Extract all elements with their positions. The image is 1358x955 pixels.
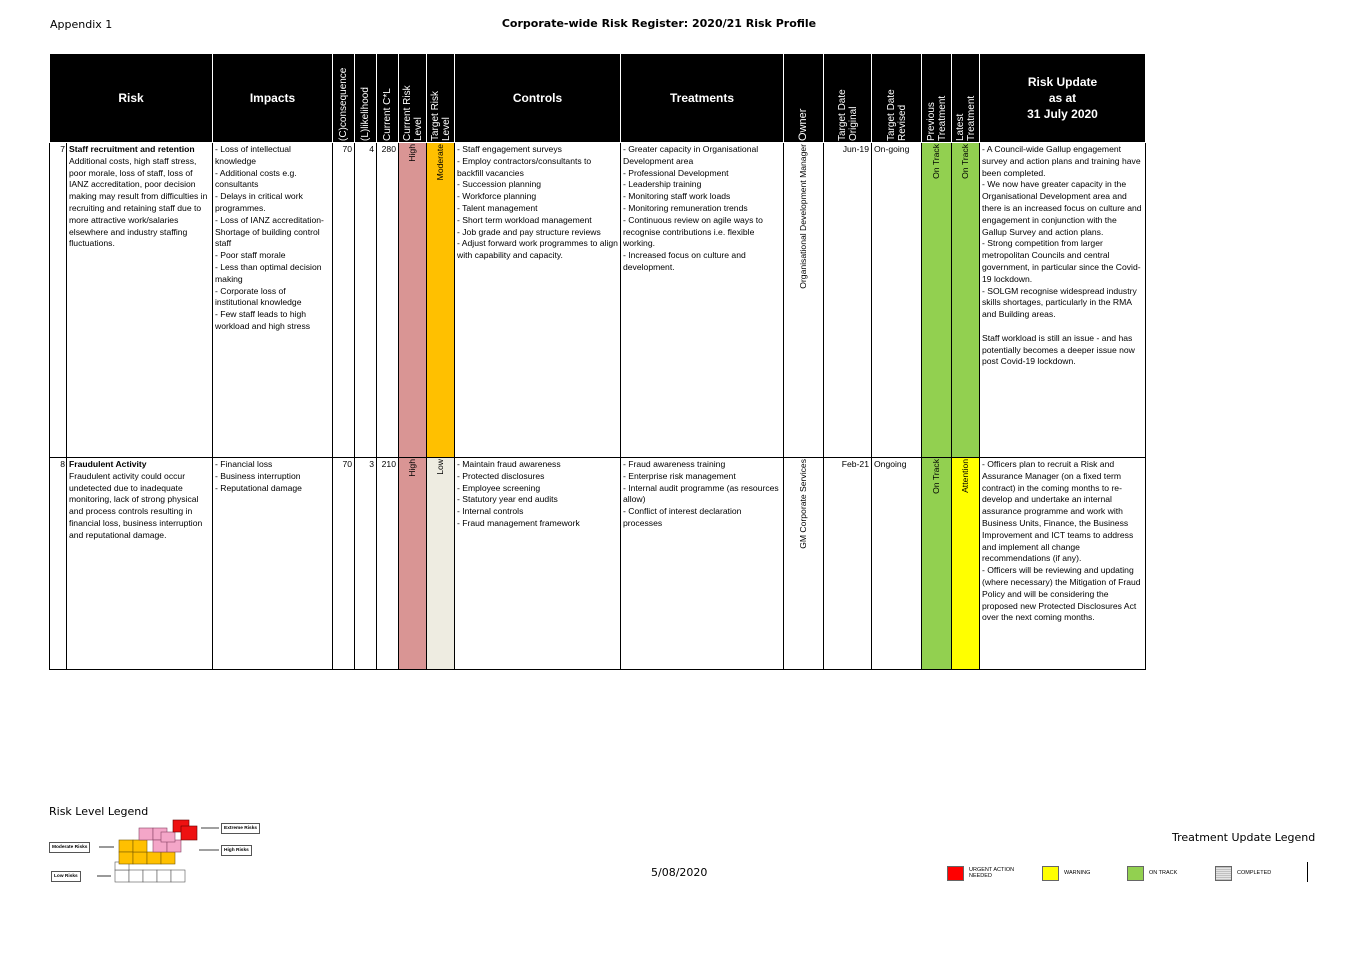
latest-treatment-cell: On Track — [951, 142, 980, 458]
impacts-cell: - Loss of intellectual knowledge - Addit… — [212, 142, 333, 458]
col-likelihood: (L)likelihood — [354, 53, 377, 143]
col-target-risk-level: Target Risk Level — [426, 53, 455, 143]
current-cl-cell: 280 — [376, 142, 399, 458]
footer-date: 5/08/2020 — [651, 866, 708, 879]
impacts-cell: - Financial loss - Business interruption… — [212, 457, 333, 670]
legend-extreme-risks: Extreme Risks — [221, 823, 261, 834]
risk-cell: Staff recruitment and retention Addition… — [66, 142, 213, 458]
urgent-swatch — [947, 865, 964, 881]
target-date-revised-cell: Ongoing — [871, 457, 922, 670]
legend-completed: COMPLETED — [1215, 864, 1297, 882]
treatments-cell: - Fraud awareness training - Enterprise … — [620, 457, 784, 670]
col-impacts: Impacts — [212, 53, 333, 143]
page-title: Corporate-wide Risk Register: 2020/21 Ri… — [501, 17, 817, 30]
risk-cell: Fraudulent Activity Fraudulent activity … — [66, 457, 213, 670]
col-target-date-revised: Target Date Revised — [871, 53, 922, 143]
col-current-cl: Current C*L — [376, 53, 399, 143]
risk-level-legend: Extreme Risks High Risks Moderate Risks … — [49, 818, 274, 888]
col-latest-treatment: Latest Treatment — [951, 53, 980, 143]
risk-title: Staff recruitment and retention — [69, 144, 195, 154]
risk-cube-graphic — [97, 819, 219, 883]
col-current-risk-level: Current Risk Level — [398, 53, 427, 143]
previous-treatment-cell: On Track — [921, 457, 952, 670]
risk-register-table: Risk Impacts (C)consequence (L)likelihoo… — [49, 53, 1146, 670]
current-cl-cell: 210 — [376, 457, 399, 670]
risk-title: Fraudulent Activity — [69, 459, 147, 469]
on-track-swatch — [1127, 865, 1144, 881]
warning-swatch — [1042, 865, 1059, 881]
treatment-legend-label: Treatment Update Legend — [1172, 831, 1316, 844]
risk-number: 8 — [49, 457, 67, 670]
col-treatments: Treatments — [620, 53, 784, 143]
owner-cell: Organisational Development Manager — [783, 142, 824, 458]
target-risk-level-cell: Moderate — [426, 142, 455, 458]
col-risk-update: Risk Update as at 31 July 2020 — [979, 53, 1146, 143]
legend-urgent: URGENT ACTION NEEDED — [947, 864, 1029, 882]
target-risk-level-cell: Low — [426, 457, 455, 670]
likelihood-cell: 3 — [354, 457, 377, 670]
col-previous-treatment: Previous Treatment — [921, 53, 952, 143]
risk-number: 7 — [49, 142, 67, 458]
appendix-label: Appendix 1 — [50, 18, 113, 31]
legend-high-risks: High Risks — [221, 845, 252, 856]
header-row: Risk Impacts (C)consequence (L)likelihoo… — [49, 53, 1146, 143]
current-risk-level-cell: High — [398, 142, 427, 458]
treatment-update-legend: URGENT ACTION NEEDED WARNING ON TRACK CO… — [947, 862, 1308, 882]
col-target-date-original: Target Date Original — [823, 53, 872, 143]
current-risk-level-cell: High — [398, 457, 427, 670]
col-controls: Controls — [454, 53, 621, 143]
target-date-revised-cell: On-going — [871, 142, 922, 458]
controls-cell: - Staff engagement surveys - Employ cont… — [454, 142, 621, 458]
legend-moderate-risks: Moderate Risks — [49, 842, 91, 853]
risk-legend-label: Risk Level Legend — [49, 805, 149, 818]
treatments-cell: - Greater capacity in Organisational Dev… — [620, 142, 784, 458]
table-row: 7 Staff recruitment and retention Additi… — [49, 142, 1146, 458]
risk-update-cell: - A Council-wide Gallup engagement surve… — [979, 142, 1146, 458]
risk-description: Fraudulent activity could occur undetect… — [69, 470, 203, 540]
legend-warning: WARNING — [1042, 864, 1124, 882]
consequence-cell: 70 — [332, 142, 355, 458]
completed-swatch — [1215, 865, 1232, 881]
risk-description: Additional costs, high staff stress, poo… — [69, 155, 208, 249]
col-consequence: (C)consequence — [332, 53, 355, 143]
latest-treatment-cell: Attention — [951, 457, 980, 670]
risk-update-cell: - Officers plan to recruit a Risk and As… — [979, 457, 1146, 670]
col-risk: Risk — [49, 53, 213, 143]
target-date-original-cell: Feb-21 — [823, 457, 872, 670]
likelihood-cell: 4 — [354, 142, 377, 458]
consequence-cell: 70 — [332, 457, 355, 670]
legend-low-risks: Low Risks — [51, 871, 81, 882]
table-row: 8 Fraudulent Activity Fraudulent activit… — [49, 457, 1146, 670]
owner-cell: GM Corporate Services — [783, 457, 824, 670]
legend-on-track: ON TRACK — [1127, 864, 1209, 882]
controls-cell: - Maintain fraud awareness - Protected d… — [454, 457, 621, 670]
previous-treatment-cell: On Track — [921, 142, 952, 458]
target-date-original-cell: Jun-19 — [823, 142, 872, 458]
col-owner: Owner — [783, 53, 824, 143]
